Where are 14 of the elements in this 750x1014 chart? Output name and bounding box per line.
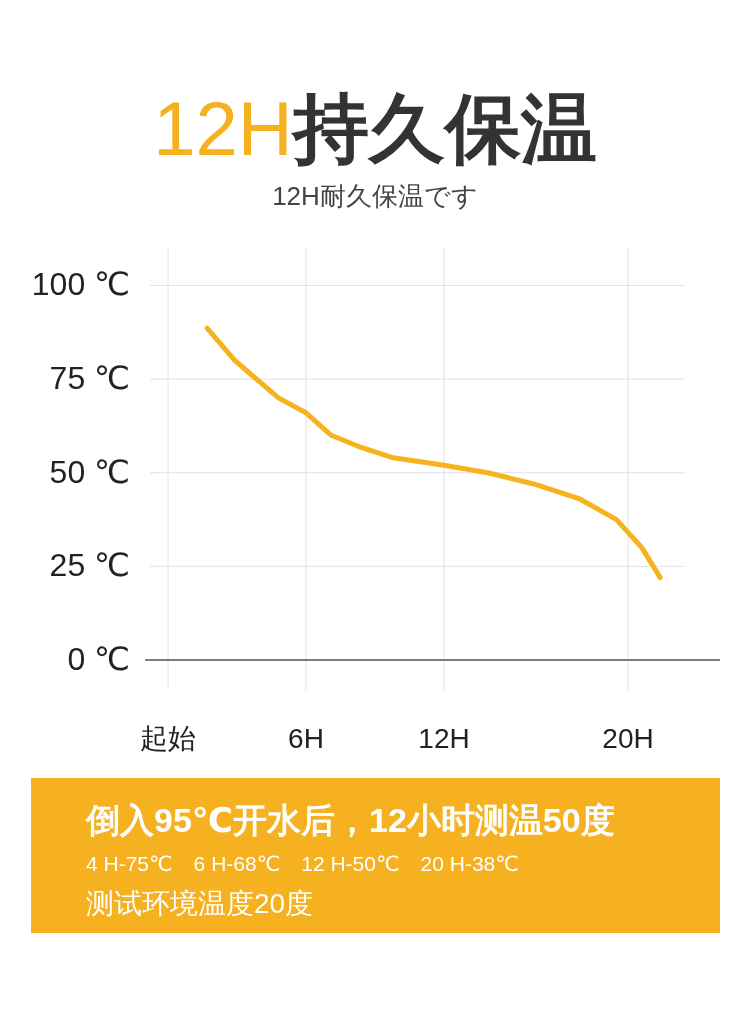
x-tick-label: 起始 [140,723,196,754]
y-tick-label: 0 ℃ [67,641,130,678]
chart-subtitle: 12H耐久保温です [272,181,478,211]
y-tick-label: 50 ℃ [49,453,130,490]
text: 测试环境温度20度 [86,888,314,919]
y-tick-label: 75 ℃ [49,360,130,397]
y-tick-label: 25 ℃ [49,547,130,584]
title: 12H持久保温 [153,86,597,171]
text: 倒入95℃开水后，12小时测温50度 [85,801,615,839]
y-tick-label: 100 ℃ [31,266,130,303]
x-tick-label: 20H [602,723,654,754]
text: 4 H-75℃ 6 H-68℃ 12 H-50℃ 20 H-38℃ [86,852,519,875]
x-tick-label: 6H [288,723,324,754]
x-tick-label: 12H [418,723,470,754]
